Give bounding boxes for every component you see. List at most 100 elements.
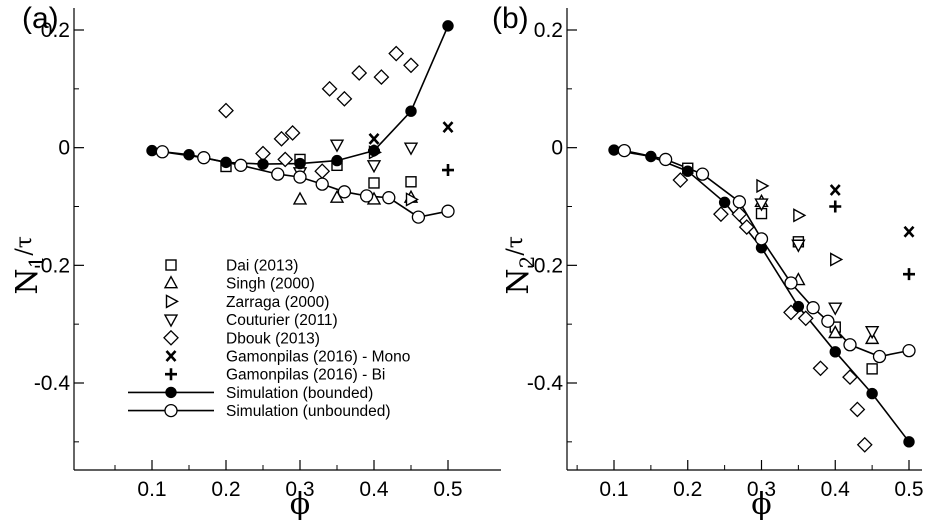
x-axis-label: ϕ	[290, 487, 310, 522]
x-tick-label: 0.2	[211, 478, 240, 501]
legend-label: Dbouk (2013)	[226, 330, 320, 347]
data-point	[337, 185, 352, 199]
data-point	[155, 145, 170, 159]
data-point	[405, 176, 417, 188]
data-point	[405, 192, 419, 207]
y-axis-label-subscript: 1	[24, 256, 48, 269]
data-point	[682, 165, 694, 177]
data-point	[442, 121, 454, 133]
data-point	[359, 189, 374, 203]
data-point	[842, 369, 858, 386]
data-point	[368, 177, 380, 189]
y-tick-label: -0.2	[527, 254, 563, 277]
legend-marker	[165, 294, 179, 309]
x-tick-label: 0.1	[137, 478, 166, 501]
legend-marker	[165, 350, 177, 362]
data-point	[830, 252, 844, 267]
data-point	[793, 208, 807, 223]
data-point	[754, 198, 769, 212]
data-point	[234, 158, 248, 172]
data-point	[368, 132, 380, 145]
data-point	[183, 149, 195, 161]
series-line	[624, 149, 910, 358]
data-point	[197, 151, 211, 165]
data-point	[411, 210, 426, 224]
x-tick-label: 0.4	[821, 478, 851, 501]
panel-label: (a)	[22, 2, 59, 35]
data-point	[329, 139, 345, 153]
data-point	[658, 152, 673, 167]
y-tick-label: 0.2	[534, 19, 563, 42]
data-point	[315, 177, 329, 191]
data-point	[336, 90, 353, 107]
data-point	[405, 105, 417, 117]
data-point	[756, 178, 770, 194]
x-tick-label: 0.5	[894, 478, 923, 501]
data-point	[382, 191, 396, 205]
x-tick-label: 0.3	[747, 478, 776, 501]
data-point	[866, 363, 878, 375]
data-point	[368, 144, 380, 157]
y-tick-label: 0	[551, 137, 563, 160]
x-tick-label: 0.5	[433, 478, 462, 501]
data-point	[902, 343, 916, 358]
data-point	[366, 160, 382, 174]
data-point	[791, 239, 806, 253]
data-point	[672, 172, 689, 188]
data-point	[754, 232, 769, 246]
data-point	[645, 150, 657, 163]
y-axis-label-subscript: 2	[515, 256, 539, 269]
chart-panel-2: 0.2 0 -0.2 -0.4 0.1 0.2 0.3 0.4 0.5 (b) ϕ N2/τ	[492, 2, 924, 522]
legend-label: Gamonpilas (2016) - Bi	[226, 367, 385, 384]
data-point	[331, 154, 343, 167]
data-point	[293, 170, 307, 184]
legend-label: Zarraga (2000)	[226, 294, 329, 311]
data-point	[784, 276, 798, 290]
y-tick-label: -0.4	[527, 372, 564, 395]
x-tick-label: 0.1	[599, 478, 628, 501]
data-point	[864, 326, 880, 340]
data-point	[829, 184, 841, 196]
data-point	[388, 45, 405, 62]
data-point	[829, 200, 842, 213]
x-tick-label: 0.2	[673, 478, 702, 501]
legend-label: Dai (2013)	[226, 258, 298, 275]
data-point	[351, 65, 368, 81]
data-point	[442, 164, 454, 177]
data-point	[277, 151, 294, 168]
data-point	[257, 158, 269, 170]
y-axis-label: N2/τ	[501, 236, 539, 295]
legend-label: Simulation (unbounded)	[226, 403, 391, 420]
data-point	[273, 130, 290, 147]
data-point	[292, 191, 308, 205]
data-point	[828, 302, 843, 316]
y-tick-label: -0.2	[34, 254, 70, 277]
data-point	[218, 102, 234, 119]
data-point	[828, 325, 843, 339]
y-tick-label: 0	[58, 137, 70, 160]
series-line	[151, 25, 449, 165]
data-point	[866, 387, 878, 400]
data-point	[220, 156, 232, 169]
y-axis-label-tail: /τ	[12, 236, 37, 256]
legend-marker	[163, 314, 179, 328]
legend-label: Gamonpilas (2016) - Mono	[226, 349, 410, 366]
y-axis-label-main: N	[501, 268, 536, 294]
legend-label: Couturier (2011)	[226, 312, 338, 329]
data-point	[294, 157, 306, 170]
data-point	[718, 196, 731, 209]
data-point	[617, 143, 631, 158]
data-point	[403, 142, 419, 156]
data-point	[806, 301, 820, 315]
data-point	[146, 144, 158, 157]
data-point	[856, 436, 873, 453]
data-point	[271, 167, 285, 181]
data-point	[442, 20, 454, 32]
data-point	[829, 346, 841, 358]
data-point	[695, 167, 710, 181]
legend: Dai (2013)Singh (2000)Zarraga (2000)Cout…	[128, 258, 410, 420]
data-point	[731, 206, 748, 223]
data-point	[373, 69, 390, 85]
